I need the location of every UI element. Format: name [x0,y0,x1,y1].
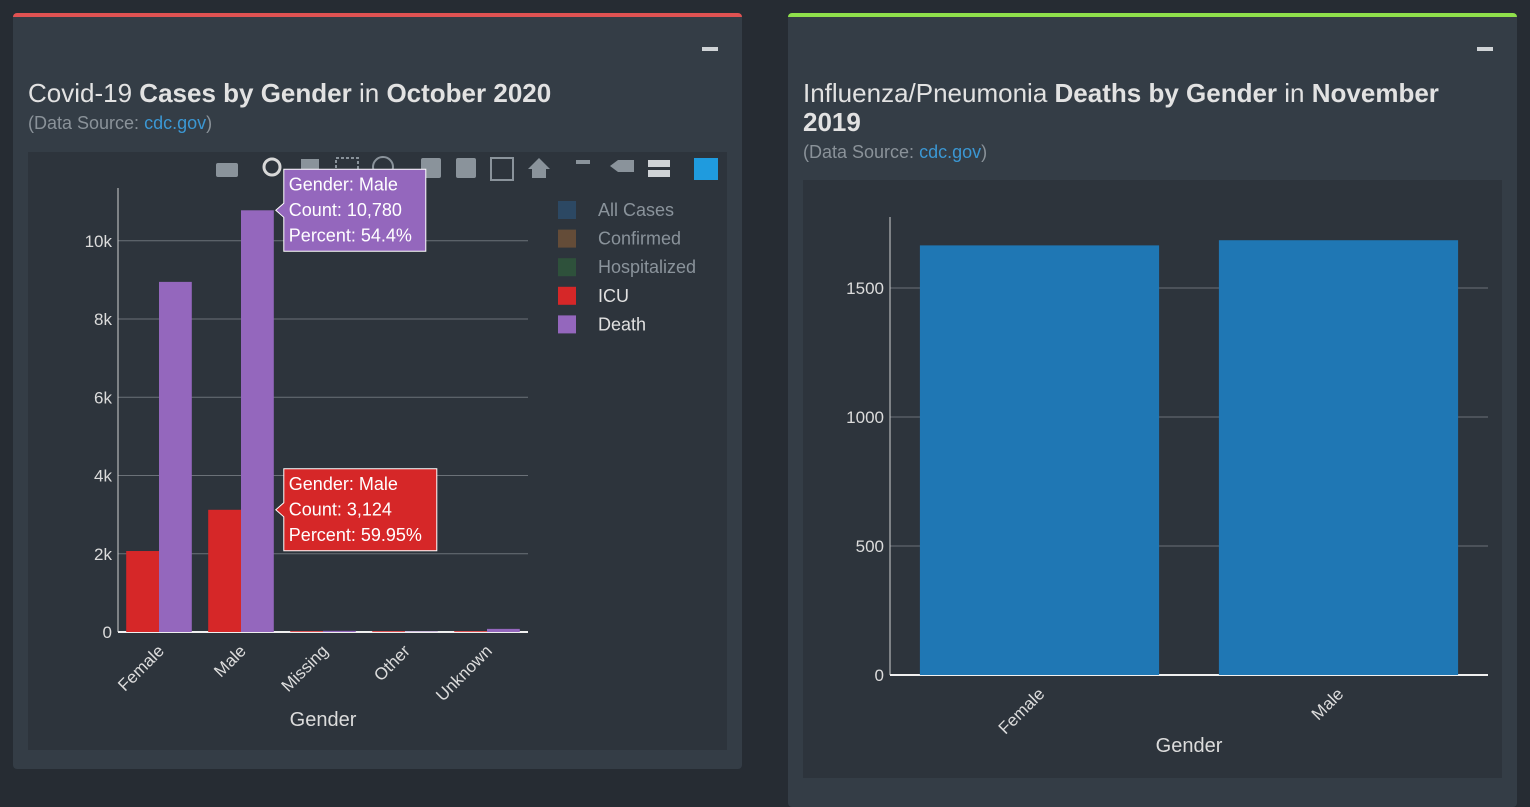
tooltip-line: Count: 3,124 [289,499,392,519]
legend-swatch [558,287,576,305]
bar [159,282,192,632]
tooltip-line: Gender: Male [289,474,398,494]
title-part: October 2020 [386,78,551,108]
zoom-out-icon[interactable] [456,158,476,178]
source-link[interactable]: cdc.gov [144,113,206,133]
x-tick-label: Male [210,641,249,680]
x-tick-label: Female [114,641,168,695]
y-tick-label: 1500 [846,279,884,298]
collapse-button[interactable] [702,47,718,51]
chart: 0 500 1000 1500 Female Male Gender [803,180,1502,778]
y-tick-label: 4k [94,467,112,486]
x-axis-title: Gender [290,709,357,731]
legend-swatch [558,201,576,219]
bar [208,510,241,632]
source-prefix: (Data Source: [28,113,139,133]
hover-closest-icon[interactable] [610,160,634,172]
autoscale-icon[interactable] [491,158,513,180]
legend-swatch [558,315,576,333]
tooltip-line: Gender: Male [289,174,398,194]
x-tick-label: Other [370,641,414,685]
hover-compare-icon[interactable] [648,170,670,177]
bar [126,551,159,632]
bar [372,631,405,632]
reset-icon[interactable] [528,158,550,178]
bar [487,629,520,632]
y-tick-label: 0 [875,666,884,685]
y-tick-label: 10k [85,232,113,251]
y-tick-label: 2k [94,545,112,564]
plotly-logo[interactable] [694,158,718,180]
data-source: (Data Source: cdc.gov) [803,141,1493,163]
x-tick-label: Missing [278,641,332,695]
legend-label: Confirmed [598,229,681,249]
legend-label: All Cases [598,200,674,220]
panel-title: Covid-19 Cases by Gender in October 2020… [28,79,718,134]
x-tick-label: Male [1308,684,1347,723]
camera-icon[interactable] [216,163,238,177]
legend-label: Death [598,314,646,334]
tooltip-line: Percent: 54.4% [289,225,412,245]
title-part: in [359,78,379,108]
source-suffix: ) [206,113,212,133]
y-tick-label: 500 [856,537,884,556]
legend-label: ICU [598,286,629,306]
source-prefix: (Data Source: [803,142,914,162]
legend-swatch [558,230,576,248]
tooltip-line: Percent: 59.95% [289,525,422,545]
x-tick-label: Unknown [432,641,496,705]
bar [920,245,1159,675]
data-source: (Data Source: cdc.gov) [28,112,718,134]
y-tick-label: 1000 [846,408,884,427]
source-link[interactable]: cdc.gov [919,142,981,162]
title-part: in [1284,78,1304,108]
chart: 0 2k 4k 6k 8k 10k Female Male Missing Other Unknow… [28,152,727,750]
bar [1219,240,1458,675]
hover-compare-icon[interactable] [648,160,670,167]
source-suffix: ) [981,142,987,162]
zoom-icon[interactable] [264,159,280,175]
collapse-button[interactable] [1477,47,1493,51]
bar [323,631,356,632]
title-part: Deaths by Gender [1055,78,1278,108]
bar [290,631,323,632]
legend-label: Hospitalized [598,257,696,277]
title-part: Cases by Gender [139,78,351,108]
x-axis-title: Gender [1156,735,1223,757]
title-part: Covid-19 [28,78,132,108]
x-tick-label: Female [995,684,1049,738]
bar [241,210,274,632]
panel-title: Influenza/Pneumonia Deaths by Gender in … [803,79,1493,163]
bar [454,631,487,632]
y-tick-label: 8k [94,310,112,329]
legend-swatch [558,258,576,276]
tooltip-line: Count: 10,780 [289,200,402,220]
spike-icon[interactable] [576,160,590,164]
title-part: Influenza/Pneumonia [803,78,1047,108]
y-tick-label: 6k [94,388,112,407]
y-tick-label: 0 [103,623,112,642]
